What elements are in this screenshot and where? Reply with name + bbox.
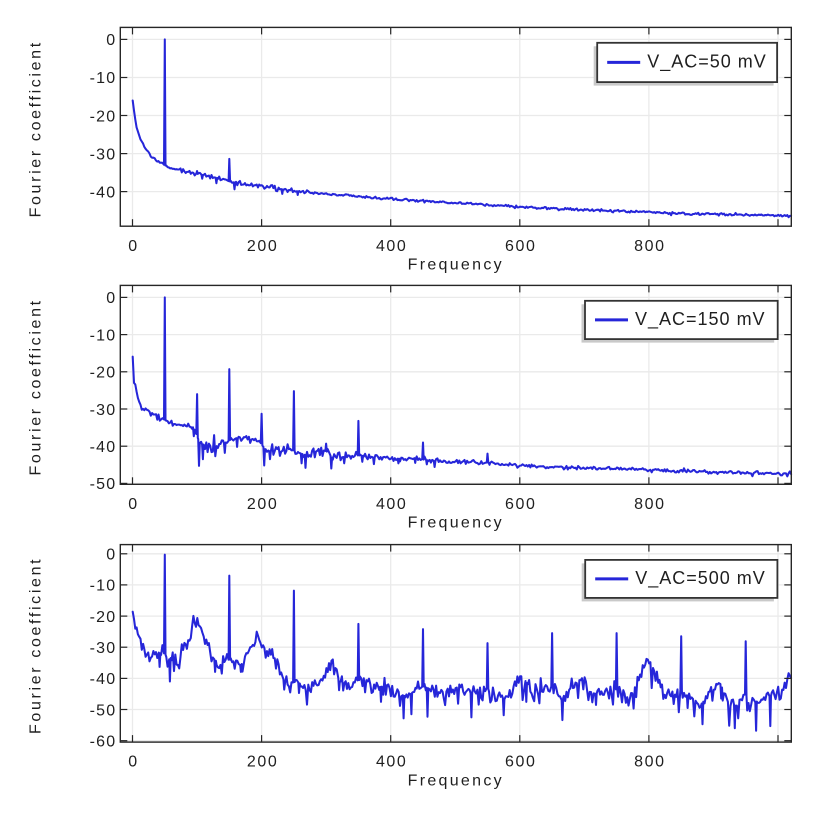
svg-text:-30: -30 (90, 146, 117, 163)
svg-text:0: 0 (106, 32, 116, 49)
svg-text:200: 200 (247, 754, 279, 771)
svg-text:200: 200 (247, 496, 279, 513)
svg-text:-10: -10 (90, 327, 117, 344)
svg-text:V_AC=500 mV: V_AC=500 mV (635, 568, 766, 589)
svg-text:V_AC=50 mV: V_AC=50 mV (647, 52, 767, 73)
svg-text:0: 0 (128, 238, 139, 255)
svg-text:-40: -40 (90, 184, 117, 201)
svg-text:-40: -40 (90, 439, 117, 456)
svg-text:-30: -30 (90, 640, 117, 657)
svg-text:-10: -10 (90, 578, 117, 595)
svg-text:600: 600 (505, 496, 537, 513)
svg-text:-50: -50 (90, 476, 117, 493)
svg-text:400: 400 (376, 238, 408, 255)
svg-text:V_AC=150 mV: V_AC=150 mV (635, 309, 766, 330)
svg-text:Frequency: Frequency (408, 257, 504, 274)
svg-text:0: 0 (106, 290, 116, 307)
svg-text:0: 0 (128, 496, 139, 513)
svg-text:-20: -20 (90, 365, 117, 382)
svg-text:400: 400 (376, 754, 408, 771)
svg-text:-30: -30 (90, 402, 117, 419)
svg-text:-20: -20 (90, 609, 117, 626)
svg-text:800: 800 (634, 754, 666, 771)
svg-text:200: 200 (247, 238, 279, 255)
svg-text:-40: -40 (90, 671, 117, 688)
svg-text:0: 0 (128, 754, 139, 771)
svg-text:Frequency: Frequency (408, 515, 504, 532)
svg-text:-60: -60 (90, 734, 117, 751)
svg-text:-10: -10 (90, 70, 117, 87)
svg-text:-20: -20 (90, 108, 117, 125)
svg-text:Fourier coefficient: Fourier coefficient (28, 40, 45, 217)
svg-text:800: 800 (634, 238, 666, 255)
svg-text:Frequency: Frequency (408, 772, 504, 789)
svg-text:-50: -50 (90, 702, 117, 719)
svg-text:Fourier coefficient: Fourier coefficient (28, 298, 45, 475)
svg-text:800: 800 (634, 496, 666, 513)
svg-text:400: 400 (376, 496, 408, 513)
svg-text:600: 600 (505, 754, 537, 771)
svg-text:600: 600 (505, 238, 537, 255)
svg-text:0: 0 (106, 547, 116, 564)
svg-text:Fourier coefficient: Fourier coefficient (28, 557, 45, 734)
